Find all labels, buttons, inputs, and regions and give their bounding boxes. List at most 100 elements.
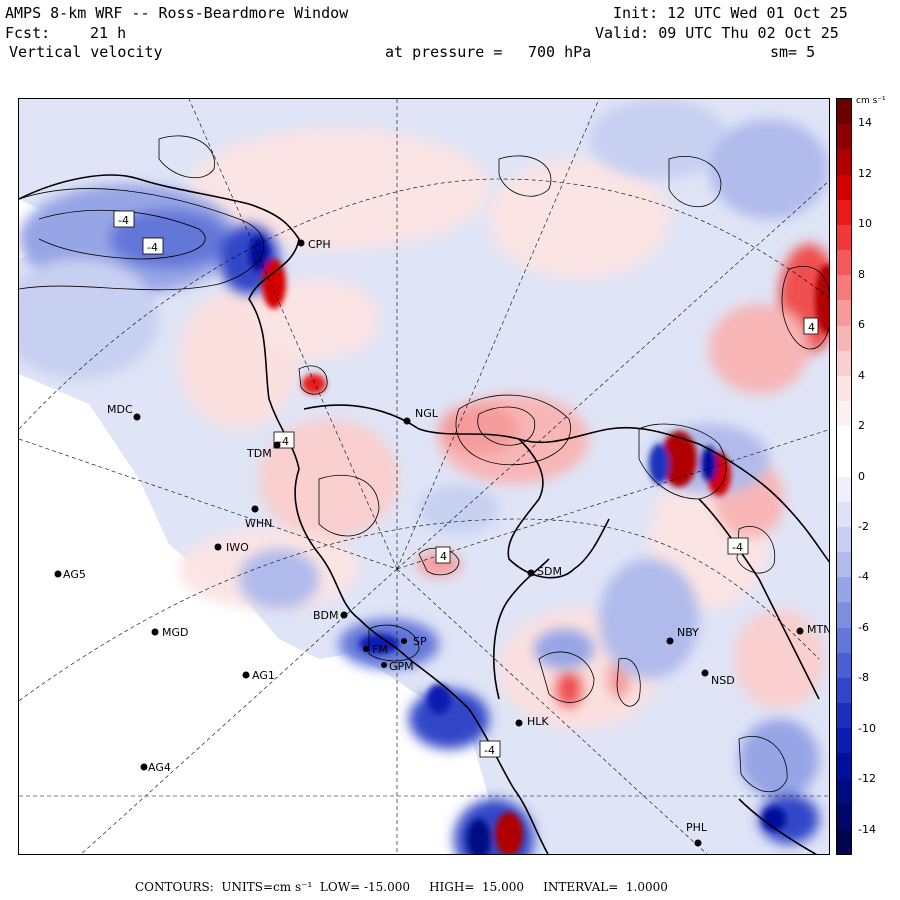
colorbar-tick-label: 12: [858, 166, 872, 180]
colorbar-tick-label: -6: [858, 620, 869, 634]
map-panel[interactable]: -4 -4 4 -4 4 -4: [18, 98, 830, 855]
station-mtn[interactable]: MTN: [796, 623, 831, 636]
contour-label: -4: [142, 237, 164, 255]
svg-text:CPH: CPH: [308, 238, 331, 251]
colorbar-tick-label: -14: [858, 822, 876, 836]
svg-text:TDM: TDM: [246, 447, 272, 460]
station-fm[interactable]: FM: [363, 643, 388, 656]
station-sp[interactable]: SP: [401, 635, 427, 648]
station-gpm[interactable]: GPM: [381, 660, 414, 673]
svg-text:NSD: NSD: [711, 674, 735, 687]
svg-text:BDM: BDM: [313, 609, 339, 622]
init-time: Init: 12 UTC Wed 01 Oct 25: [613, 4, 848, 22]
colorbar-segment: [837, 577, 851, 603]
svg-text:-4: -4: [484, 744, 495, 757]
colorbar-segment: [837, 526, 851, 553]
station-nby[interactable]: NBY: [666, 626, 700, 645]
colorbar-tick-label: 6: [858, 318, 865, 332]
field-name: Vertical velocity: [9, 43, 163, 61]
station-ag4[interactable]: AG4: [140, 761, 171, 774]
forecast-hour: 21 h: [90, 24, 127, 42]
svg-text:FM: FM: [372, 643, 388, 656]
colorbar-segment: [837, 325, 851, 352]
colorbar: [836, 98, 852, 855]
vertical-velocity-map: -4 -4 4 -4 4 -4: [19, 99, 831, 854]
colorbar-segment: [837, 401, 851, 427]
station-nsd[interactable]: NSD: [701, 669, 735, 688]
contours-label: CONTOURS:: [135, 880, 214, 894]
low-label: LOW=: [319, 880, 361, 894]
contour-label: -4: [113, 210, 135, 228]
colorbar-segment: [837, 753, 851, 779]
contour-label: 4: [803, 317, 819, 335]
svg-text:SP: SP: [413, 635, 427, 648]
valid-time: Valid: 09 UTC Thu 02 Oct 25: [595, 24, 839, 42]
colorbar-tick-label: 4: [858, 368, 865, 382]
station-ag5[interactable]: AG5: [54, 568, 86, 581]
colorbar-segment: [837, 224, 851, 251]
svg-text:-4: -4: [278, 435, 289, 448]
station-cph[interactable]: CPH: [297, 238, 331, 251]
station-whn[interactable]: WHN: [245, 505, 272, 531]
contour-label: -4: [727, 537, 749, 555]
units-label: UNITS=cm s⁻¹: [221, 880, 313, 894]
station-tdm[interactable]: TDM: [246, 441, 281, 461]
station-mdc[interactable]: MDC: [107, 403, 141, 421]
colorbar-segment: [837, 602, 851, 628]
colorbar-tick-label: -2: [858, 519, 869, 533]
high-label: HIGH=: [429, 880, 475, 894]
station-bdm[interactable]: BDM: [313, 609, 348, 622]
interval-value: 1.0000: [625, 880, 668, 894]
svg-text:GPM: GPM: [389, 660, 414, 673]
svg-text:4: 4: [808, 321, 815, 334]
colorbar-segment: [837, 199, 851, 226]
graticule: [19, 99, 829, 854]
contour-info: CONTOURS: UNITS=cm s⁻¹ LOW= -15.000 HIGH…: [135, 880, 668, 894]
colorbar-tick-label: -4: [858, 570, 869, 584]
low-value: -15.000: [363, 880, 410, 894]
colorbar-segment: [837, 250, 851, 276]
station-ag1[interactable]: AG1: [242, 669, 275, 682]
colorbar-segment: [837, 476, 851, 503]
colorbar-tick-label: 14: [858, 116, 872, 130]
smoothing-value: sm= 5: [770, 43, 816, 61]
colorbar-segment: [837, 728, 851, 754]
colorbar-segment: [837, 703, 851, 729]
colorbar-segment: [837, 451, 851, 477]
svg-text:-4: -4: [732, 541, 743, 554]
colorbar-segment: [837, 124, 851, 150]
colorbar-units: cm s⁻¹: [856, 96, 886, 106]
station-ngl[interactable]: NGL: [403, 407, 439, 425]
map-title: AMPS 8-km WRF -- Ross-Beardmore Window: [5, 4, 349, 22]
contour-lines: [19, 135, 829, 793]
station-mgd[interactable]: MGD: [151, 626, 189, 639]
colorbar-segment: [837, 627, 851, 654]
interval-label: INTERVAL=: [543, 880, 619, 894]
colorbar-segment: [837, 426, 851, 452]
pressure-value: 700 hPa: [528, 43, 592, 61]
colorbar-segment: [837, 828, 851, 855]
svg-text:-4: -4: [147, 241, 158, 254]
station-phl[interactable]: PHL: [686, 821, 708, 847]
colorbar-segment: [837, 99, 851, 125]
svg-text:WHN: WHN: [245, 517, 272, 530]
colorbar-segment: [837, 803, 851, 830]
colorbar-segment: [837, 652, 851, 679]
colorbar-segment: [837, 375, 851, 402]
svg-text:-4: -4: [118, 214, 129, 227]
svg-text:AG4: AG4: [148, 761, 171, 774]
colorbar-tick-label: -12: [858, 772, 876, 786]
colorbar-segment: [837, 552, 851, 578]
colorbar-segment: [837, 149, 851, 175]
colorbar-tick-label: -8: [858, 671, 869, 685]
svg-text:HLK: HLK: [527, 715, 549, 728]
colorbar-segment: [837, 300, 851, 326]
svg-text:AG5: AG5: [63, 568, 86, 581]
svg-text:MTN: MTN: [807, 623, 830, 636]
station-hlk[interactable]: HLK: [515, 715, 550, 728]
svg-text:SDM: SDM: [537, 565, 562, 578]
colorbar-segment: [837, 501, 851, 528]
station-iwo[interactable]: IWO: [214, 541, 250, 554]
colorbar-segment: [837, 350, 851, 377]
station-sdm[interactable]: SDM: [527, 565, 562, 578]
